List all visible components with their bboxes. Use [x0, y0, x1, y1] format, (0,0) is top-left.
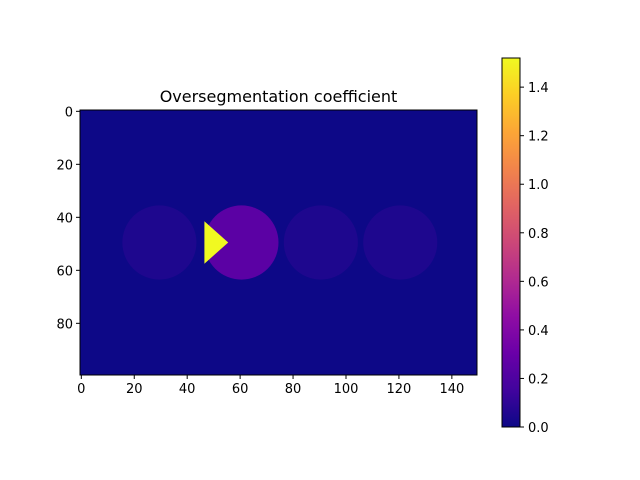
- colorbar-tick-label: 0.4: [528, 324, 549, 339]
- x-tick-label: 80: [285, 382, 302, 397]
- chart-title: Oversegmentation coefficient: [160, 87, 398, 106]
- colorbar-tick-label: 1.0: [528, 178, 549, 193]
- colorbar-tick-label: 0.2: [528, 372, 549, 387]
- y-tick-label: 80: [56, 317, 73, 332]
- x-tick-label: 40: [179, 382, 196, 397]
- colorbar-tick-label: 1.2: [528, 130, 549, 145]
- y-axis: 0 20 40 60 80: [56, 105, 80, 332]
- x-axis: 0 20 40 60 80 100 120 140: [77, 375, 464, 397]
- x-tick-label: 0: [77, 382, 85, 397]
- x-tick-label: 140: [439, 382, 464, 397]
- x-tick-label: 20: [126, 382, 143, 397]
- x-tick-label: 100: [334, 382, 359, 397]
- plot-frame: [79, 109, 478, 376]
- colorbar-axis: 0.0 0.2 0.4 0.6 0.8 1.0 1.2 1.4: [520, 81, 549, 436]
- y-tick-label: 40: [56, 211, 73, 226]
- colorbar-tick-label: 0.8: [528, 227, 549, 242]
- y-tick-label: 20: [56, 158, 73, 173]
- colorbar-tick-label: 1.4: [528, 81, 549, 96]
- y-tick-label: 0: [65, 105, 73, 120]
- y-tick-label: 60: [56, 264, 73, 279]
- colorbar-tick-label: 0.6: [528, 275, 549, 290]
- heatmap-region-disk-2: [204, 205, 279, 280]
- heatmap-image: [80, 110, 477, 375]
- heatmap-region-disk-1: [122, 205, 197, 280]
- heatmap-region-polygon-5: [204, 221, 229, 264]
- x-tick-label: 120: [387, 382, 412, 397]
- colorbar: [502, 58, 520, 427]
- heatmap-region-disk-3: [283, 205, 358, 280]
- colorbar-frame: [501, 57, 521, 428]
- colorbar-tick-label: 0.0: [528, 421, 549, 436]
- x-tick-label: 60: [232, 382, 249, 397]
- heatmap-region-disk-4: [363, 205, 438, 280]
